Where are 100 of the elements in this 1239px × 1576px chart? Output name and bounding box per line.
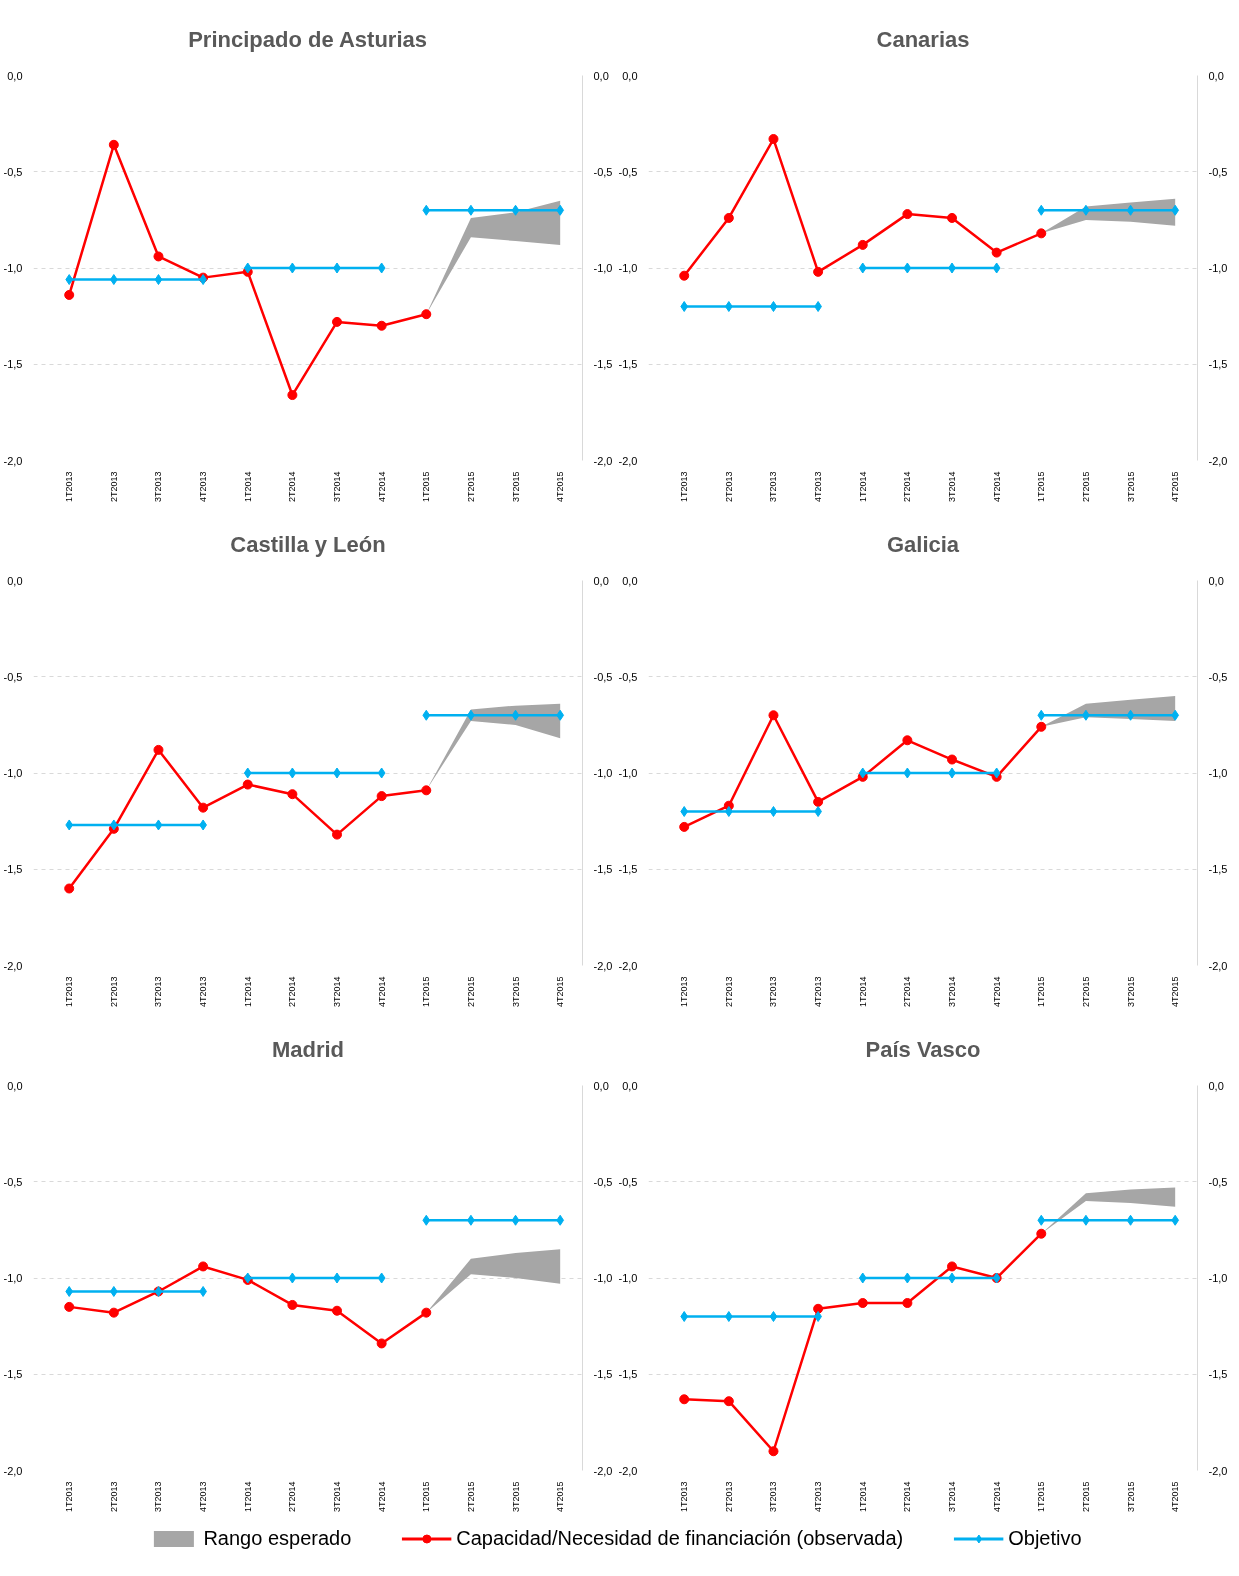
- y-tick-label: -1,5: [3, 1368, 23, 1381]
- x-tick-label: 1T2015: [421, 976, 432, 1008]
- x-tick-label: 1T2014: [242, 1481, 253, 1513]
- x-tick-label: 1T2013: [64, 471, 75, 503]
- x-tick-label: 1T2015: [1036, 1481, 1047, 1513]
- x-tick-label: 1T2013: [679, 976, 690, 1008]
- y-tick-label: -2,0: [3, 1464, 23, 1477]
- y-tick-label: -0,5: [3, 165, 23, 178]
- chart-title: Castilla y León: [230, 531, 386, 557]
- chart-title: Principado de Asturias: [188, 26, 427, 52]
- x-tick-label: 2T2015: [1080, 976, 1091, 1008]
- x-tick-label: 1T2013: [64, 1481, 75, 1513]
- x-tick-label: 2T2013: [723, 1481, 734, 1513]
- x-tick-label: 1T2013: [679, 1481, 690, 1513]
- x-tick-label: 1T2014: [857, 1481, 868, 1513]
- y2-tick-label: 0,0: [593, 574, 609, 587]
- x-tick-label: 4T2013: [198, 1481, 209, 1513]
- x-tick-label: 4T2014: [991, 471, 1002, 503]
- y2-tick-label: -1,5: [1208, 1368, 1228, 1381]
- x-tick-label: 3T2014: [332, 1481, 343, 1513]
- x-tick-label: 1T2013: [679, 471, 690, 503]
- x-tick-label: 3T2015: [1125, 1481, 1136, 1513]
- x-tick-label: 4T2014: [991, 976, 1002, 1008]
- y-tick-label: 0,0: [622, 574, 638, 587]
- y-tick-label: -1,0: [3, 1272, 23, 1284]
- x-tick-label: 3T2013: [153, 976, 164, 1008]
- x-tick-label: 4T2015: [1170, 471, 1181, 503]
- y2-tick-label: -1,0: [593, 767, 613, 779]
- x-tick-label: 4T2013: [198, 976, 209, 1008]
- y2-tick-label: -2,0: [1208, 454, 1228, 467]
- y2-tick-label: -1,5: [1208, 358, 1228, 371]
- x-tick-label: 3T2013: [768, 976, 779, 1008]
- y2-tick-label: -1,0: [1208, 1272, 1228, 1284]
- x-tick-label: 3T2015: [510, 1481, 521, 1513]
- x-tick-label: 4T2014: [376, 976, 387, 1008]
- x-tick-label: 1T2013: [64, 976, 75, 1008]
- y2-tick-label: -1,0: [1208, 262, 1228, 274]
- x-tick-label: 3T2014: [947, 976, 958, 1008]
- y-tick-label: -1,5: [618, 358, 638, 371]
- x-tick-label: 1T2015: [1036, 976, 1047, 1008]
- x-tick-label: 4T2015: [1170, 1481, 1181, 1513]
- y-tick-label: -0,5: [3, 670, 23, 683]
- x-tick-label: 2T2014: [902, 1481, 913, 1513]
- y2-tick-label: -1,5: [593, 863, 613, 876]
- y2-tick-label: -1,0: [593, 1272, 613, 1284]
- x-tick-label: 4T2013: [813, 1481, 824, 1513]
- x-tick-label: 3T2014: [332, 976, 343, 1008]
- x-tick-label: 4T2015: [555, 471, 566, 503]
- x-tick-label: 1T2014: [857, 471, 868, 503]
- x-tick-label: 3T2015: [1125, 976, 1136, 1008]
- x-tick-label: 1T2014: [242, 976, 253, 1008]
- x-tick-label: 4T2014: [376, 1481, 387, 1513]
- x-tick-label: 3T2014: [947, 1481, 958, 1513]
- y2-tick-label: -2,0: [593, 959, 613, 972]
- x-tick-label: 3T2014: [332, 471, 343, 503]
- x-tick-label: 3T2013: [153, 1481, 164, 1513]
- y-tick-label: 0,0: [622, 69, 638, 82]
- y2-tick-label: -0,5: [593, 165, 613, 178]
- y2-tick-label: -2,0: [1208, 959, 1228, 972]
- y-tick-label: -0,5: [618, 1175, 638, 1188]
- x-tick-label: 1T2014: [857, 976, 868, 1008]
- x-tick-label: 2T2014: [902, 471, 913, 503]
- x-tick-label: 2T2015: [1080, 1481, 1091, 1513]
- x-tick-label: 2T2013: [723, 976, 734, 1008]
- x-tick-label: 4T2014: [376, 471, 387, 503]
- x-tick-label: 3T2015: [510, 976, 521, 1008]
- x-tick-label: 2T2013: [723, 471, 734, 503]
- legend-label: Rango esperado: [203, 1526, 352, 1550]
- x-tick-label: 4T2013: [813, 976, 824, 1008]
- y2-tick-label: -2,0: [1208, 1464, 1228, 1477]
- y2-tick-label: 0,0: [1208, 574, 1224, 587]
- x-tick-label: 2T2014: [287, 1481, 298, 1513]
- y2-tick-label: -0,5: [593, 670, 613, 683]
- x-tick-label: 2T2013: [108, 1481, 119, 1513]
- y-tick-label: -0,5: [618, 670, 638, 683]
- y-tick-label: -2,0: [618, 1464, 638, 1477]
- y2-tick-label: -0,5: [1208, 670, 1228, 683]
- y2-tick-label: -1,0: [593, 262, 613, 274]
- x-tick-label: 4T2015: [1170, 976, 1181, 1008]
- y-tick-label: -0,5: [618, 165, 638, 178]
- y2-tick-label: 0,0: [593, 69, 609, 82]
- y-tick-label: -0,5: [3, 1175, 23, 1188]
- y-tick-label: -1,0: [618, 767, 638, 779]
- y-tick-label: -2,0: [3, 454, 23, 467]
- x-tick-label: 1T2015: [421, 1481, 432, 1513]
- x-tick-label: 2T2015: [465, 1481, 476, 1513]
- y2-tick-label: -0,5: [1208, 1175, 1228, 1188]
- chart-title: Madrid: [271, 1036, 345, 1062]
- y-tick-label: -1,5: [618, 1368, 638, 1381]
- x-tick-label: 1T2015: [421, 471, 432, 503]
- y2-tick-label: -0,5: [1208, 165, 1228, 178]
- y2-tick-label: 0,0: [593, 1079, 609, 1092]
- y-tick-label: 0,0: [622, 1079, 638, 1092]
- x-tick-label: 2T2014: [287, 471, 298, 503]
- x-tick-label: 2T2015: [1080, 471, 1091, 503]
- y2-tick-label: -1,5: [1208, 863, 1228, 876]
- x-tick-label: 4T2015: [555, 976, 566, 1008]
- x-tick-label: 3T2013: [768, 1481, 779, 1513]
- x-tick-label: 3T2013: [768, 471, 779, 503]
- y-tick-label: -1,5: [618, 863, 638, 876]
